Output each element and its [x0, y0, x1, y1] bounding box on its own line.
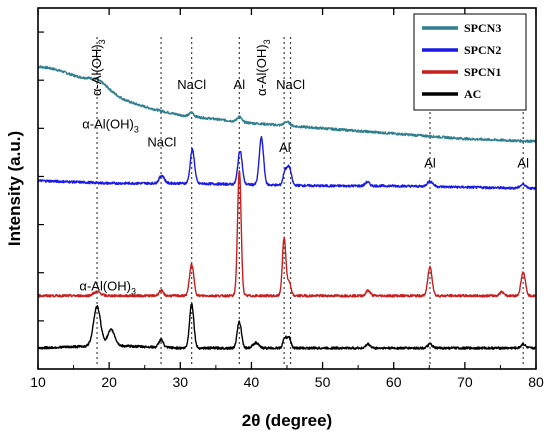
peak-label: Al — [279, 140, 291, 155]
series-line-spcn2 — [37, 135, 537, 191]
y-axis-title: Intensity (a.u.) — [5, 131, 24, 246]
peak-label: α-Al(OH)3 — [82, 116, 139, 134]
x-tick-label: 30 — [172, 374, 188, 390]
peak-label: Al — [424, 156, 436, 171]
legend-box — [413, 13, 527, 111]
legend-label-ac: AC — [464, 87, 481, 101]
series-line-spcn1 — [37, 170, 537, 298]
x-tick-label: 80 — [528, 374, 544, 390]
x-tick-label: 60 — [386, 374, 402, 390]
x-axis-title: 2θ (degree) — [242, 411, 332, 430]
x-tick-label: 50 — [315, 374, 331, 390]
legend-label-spcn1: SPCN1 — [464, 65, 501, 79]
legend-label-spcn3: SPCN3 — [464, 21, 501, 35]
x-tick-label: 40 — [244, 374, 260, 390]
peak-label: Al — [234, 77, 246, 92]
x-tick-label: 10 — [30, 374, 46, 390]
series-line-spcn3 — [37, 65, 537, 143]
x-tick-label: 70 — [457, 374, 473, 390]
peak-label: NaCl — [147, 135, 176, 150]
peak-label: NaCl — [276, 77, 305, 92]
peak-label: α-Al(OH)3 — [79, 279, 136, 297]
peak-label: Al — [517, 156, 529, 171]
peak-label: α-Al(OH)3 — [254, 39, 272, 96]
x-tick-label: 20 — [101, 374, 117, 390]
series-line-ac — [37, 303, 537, 350]
legend-label-spcn2: SPCN2 — [464, 43, 501, 57]
peak-label: NaCl — [177, 77, 206, 92]
peak-label: α-Al(OH)3 — [89, 39, 107, 96]
